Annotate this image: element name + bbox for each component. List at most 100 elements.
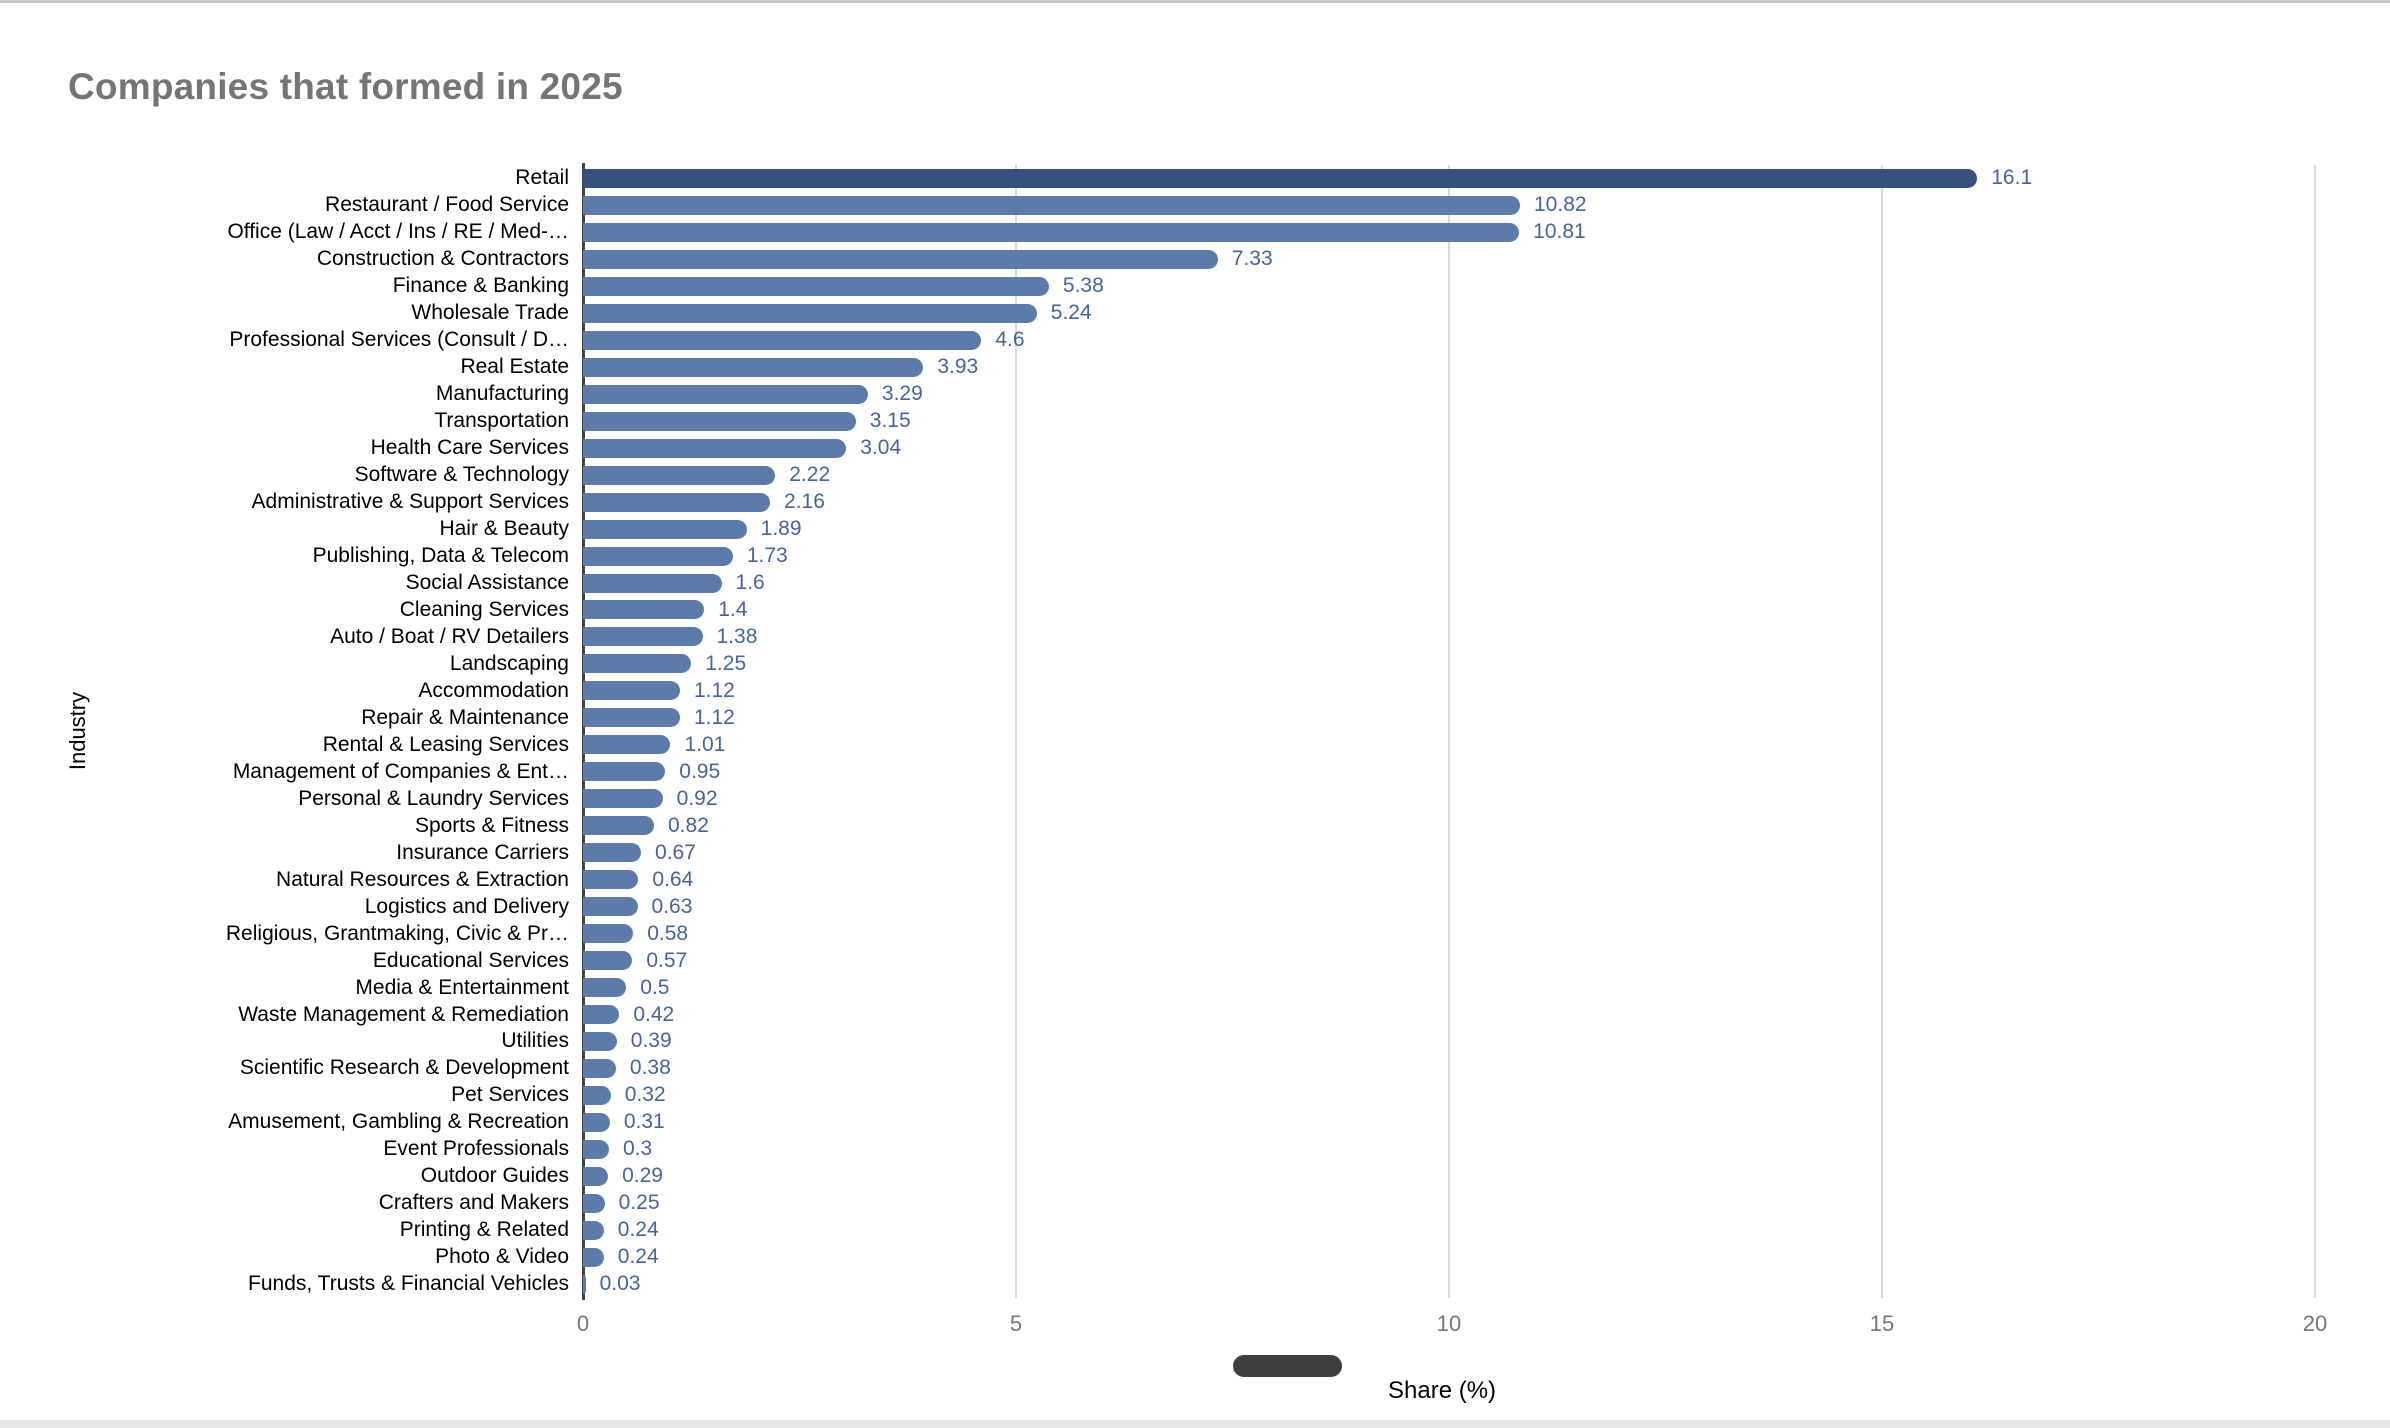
- bar-track: 1.12: [583, 677, 2315, 704]
- bar-track: 3.93: [583, 354, 2315, 381]
- bar-track: 4.6: [583, 327, 2315, 354]
- value-label: 1.38: [716, 624, 758, 648]
- chart-canvas: Retail 16.1 Restaurant / Food Service 10.82…: [0, 163, 2390, 1300]
- legend-swatch[interactable]: [1233, 1355, 1342, 1377]
- bar[interactable]: [583, 492, 771, 512]
- bar[interactable]: [583, 1274, 586, 1294]
- chart-row: Real Estate 3.93: [0, 354, 2390, 381]
- bar[interactable]: [583, 195, 1520, 215]
- bar[interactable]: [583, 1112, 610, 1132]
- bar[interactable]: [583, 573, 722, 593]
- x-axis-tick: 15: [1869, 1311, 1895, 1336]
- bar-track: 10.81: [583, 219, 2315, 246]
- bar[interactable]: [583, 546, 733, 566]
- bar[interactable]: [583, 411, 856, 431]
- chart-row: Cleaning Services 1.4: [0, 597, 2390, 624]
- bar-track: 0.64: [583, 866, 2315, 893]
- chart-row: Software & Technology 2.22: [0, 462, 2390, 489]
- chart-row: Printing & Related 0.24: [0, 1217, 2390, 1244]
- bar[interactable]: [583, 1193, 605, 1213]
- bar-track: 3.04: [583, 435, 2315, 462]
- bar[interactable]: [583, 762, 666, 782]
- bar[interactable]: [583, 438, 847, 458]
- bar[interactable]: [583, 816, 654, 836]
- bar-track: 1.89: [583, 516, 2315, 543]
- bar[interactable]: [583, 600, 705, 620]
- bar[interactable]: [583, 330, 982, 350]
- category-label: Amusement, Gambling & Recreation: [228, 1110, 569, 1134]
- value-label: 0.32: [624, 1083, 666, 1107]
- category-label: Sports & Fitness: [414, 813, 569, 837]
- bar[interactable]: [583, 222, 1520, 242]
- bar[interactable]: [583, 1058, 616, 1078]
- chart-row: Manufacturing 3.29: [0, 381, 2390, 408]
- bar[interactable]: [583, 1139, 609, 1159]
- chart-rows: Retail 16.1 Restaurant / Food Service 10.82…: [0, 165, 2390, 1298]
- bar[interactable]: [583, 924, 634, 944]
- bar[interactable]: [583, 384, 868, 404]
- category-label: Professional Services (Consult / D…: [229, 328, 569, 352]
- value-label: 0.39: [630, 1029, 672, 1053]
- bar[interactable]: [583, 465, 776, 485]
- bar[interactable]: [583, 897, 638, 917]
- x-axis-tick: 10: [1436, 1311, 1462, 1336]
- category-label: Accommodation: [418, 678, 569, 702]
- chart-row: Accommodation 1.12: [0, 677, 2390, 704]
- bar[interactable]: [583, 654, 692, 674]
- value-label: 1.4: [718, 597, 748, 621]
- bar[interactable]: [583, 870, 639, 890]
- chart-row: Photo & Video 0.24: [0, 1244, 2390, 1271]
- category-label: Funds, Trusts & Financial Vehicles: [248, 1272, 569, 1296]
- category-label: Printing & Related: [399, 1218, 569, 1242]
- bar-track: 0.24: [583, 1244, 2315, 1271]
- bar[interactable]: [583, 1085, 611, 1105]
- bar[interactable]: [583, 519, 747, 539]
- bar-track: 7.33: [583, 246, 2315, 273]
- x-axis-ticks: 0 5 10 15 20: [577, 1311, 2327, 1341]
- bar[interactable]: [583, 978, 627, 998]
- bar[interactable]: [583, 1247, 604, 1267]
- bar-track: 3.29: [583, 381, 2315, 408]
- bar-track: 1.01: [583, 731, 2315, 758]
- bar[interactable]: [583, 735, 671, 755]
- bar[interactable]: [583, 357, 924, 377]
- category-label: Utilities: [501, 1029, 569, 1053]
- value-label: 1.25: [705, 651, 747, 675]
- category-label: Natural Resources & Extraction: [276, 867, 569, 891]
- bar[interactable]: [583, 249, 1218, 269]
- card-bottom-edge: [0, 1420, 2390, 1428]
- bar[interactable]: [583, 681, 680, 701]
- gridline: [1015, 165, 1017, 1298]
- bar[interactable]: [583, 951, 633, 971]
- chart-row: Retail 16.1: [0, 165, 2390, 192]
- value-label: 1.6: [735, 571, 765, 595]
- category-label: Office (Law / Acct / Ins / RE / Med-…: [227, 220, 569, 244]
- category-label: Wholesale Trade: [411, 301, 569, 325]
- bar[interactable]: [583, 1031, 617, 1051]
- chart-row: Scientific Research & Development 0.38: [0, 1055, 2390, 1082]
- bar[interactable]: [583, 627, 703, 647]
- category-label: Religious, Grantmaking, Civic & Pr…: [225, 921, 569, 945]
- value-label: 0.03: [599, 1272, 641, 1296]
- bar[interactable]: [583, 708, 680, 728]
- bar[interactable]: [583, 843, 642, 863]
- bar[interactable]: [583, 789, 663, 809]
- chart-row: Social Assistance 1.6: [0, 570, 2390, 597]
- bar[interactable]: [583, 303, 1037, 323]
- value-label: 2.16: [784, 490, 825, 514]
- value-label: 0.42: [633, 1002, 675, 1026]
- bar[interactable]: [583, 276, 1049, 296]
- chart-row: Media & Entertainment 0.5: [0, 974, 2390, 1001]
- category-label: Waste Management & Remediation: [238, 1002, 569, 1026]
- category-label: Media & Entertainment: [355, 975, 569, 999]
- gridline-group: [582, 163, 2316, 1300]
- category-label: Administrative & Support Services: [251, 490, 569, 514]
- category-label: Health Care Services: [370, 436, 569, 460]
- value-label: 0.24: [617, 1245, 659, 1269]
- gridline: [1448, 165, 1450, 1298]
- bar[interactable]: [583, 1166, 609, 1186]
- bar[interactable]: [583, 1220, 604, 1240]
- bar[interactable]: [583, 1005, 620, 1025]
- bar[interactable]: [583, 168, 1978, 188]
- bar-track: 0.29: [583, 1163, 2315, 1190]
